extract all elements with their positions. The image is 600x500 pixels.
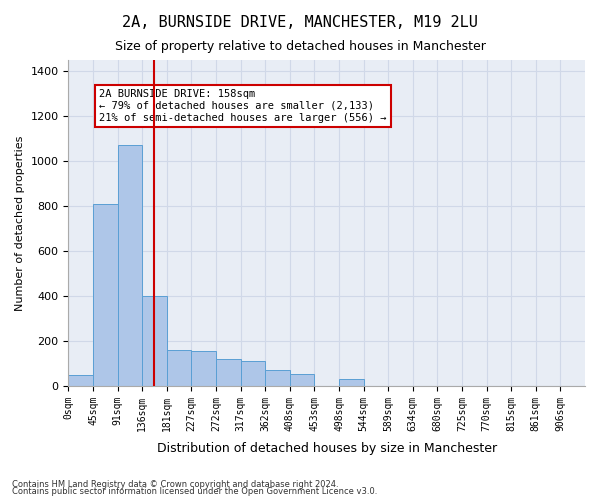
X-axis label: Distribution of detached houses by size in Manchester: Distribution of detached houses by size … [157,442,497,455]
Bar [265,370,290,386]
Bar [118,146,142,386]
Bar [290,374,314,386]
Bar [68,374,93,386]
Text: 2A BURNSIDE DRIVE: 158sqm
← 79% of detached houses are smaller (2,133)
21% of se: 2A BURNSIDE DRIVE: 158sqm ← 79% of detac… [100,90,387,122]
Bar [142,296,167,386]
Bar [216,359,241,386]
Y-axis label: Number of detached properties: Number of detached properties [15,136,25,310]
Text: Size of property relative to detached houses in Manchester: Size of property relative to detached ho… [115,40,485,53]
Bar [93,204,118,386]
Bar [241,361,265,386]
Text: Contains HM Land Registry data © Crown copyright and database right 2024.: Contains HM Land Registry data © Crown c… [12,480,338,489]
Bar [167,350,191,386]
Text: 2A, BURNSIDE DRIVE, MANCHESTER, M19 2LU: 2A, BURNSIDE DRIVE, MANCHESTER, M19 2LU [122,15,478,30]
Text: Contains public sector information licensed under the Open Government Licence v3: Contains public sector information licen… [12,487,377,496]
Bar [339,379,364,386]
Bar [191,351,216,386]
